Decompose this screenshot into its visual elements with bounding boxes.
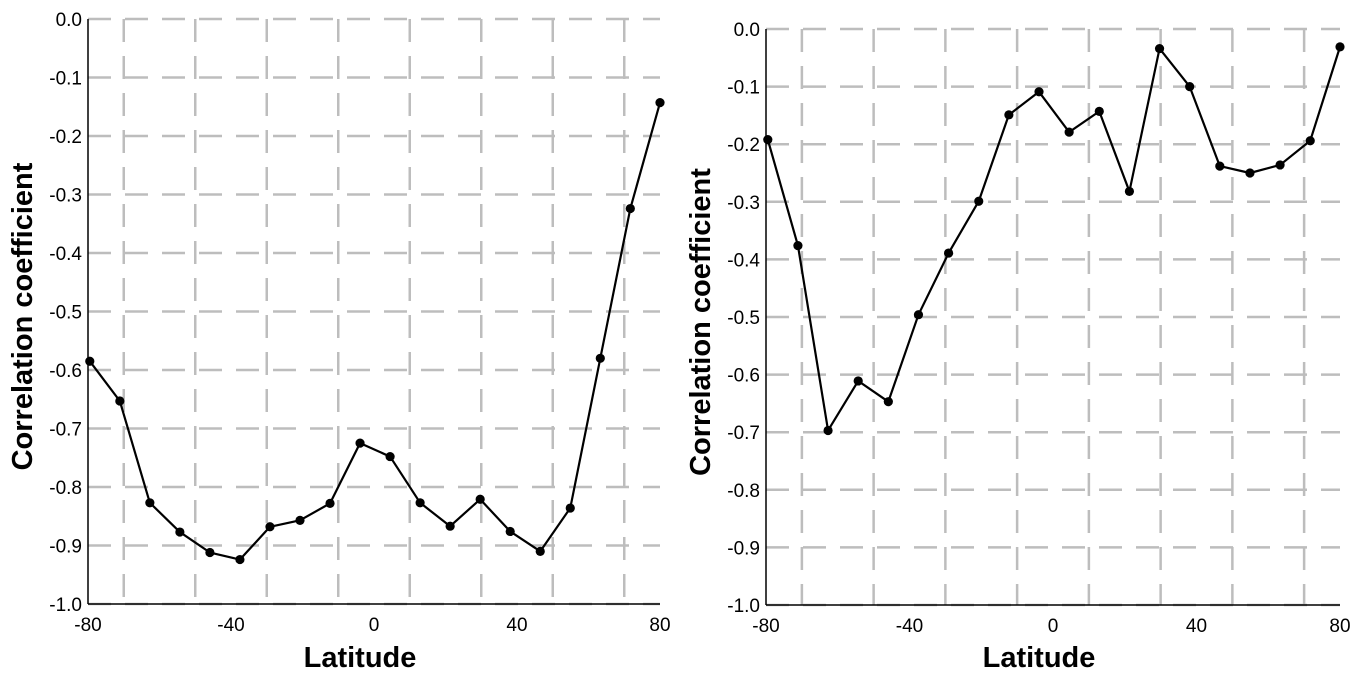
x-tick-label: 0 xyxy=(1048,616,1059,637)
x-tick-label: -40 xyxy=(896,616,923,637)
data-point xyxy=(1275,160,1285,170)
data-point xyxy=(115,396,125,406)
x-tick-label: -80 xyxy=(752,616,779,637)
data-point xyxy=(325,498,335,508)
data-point xyxy=(763,134,773,145)
data-point xyxy=(1124,186,1135,197)
y-tick-label: -0.3 xyxy=(727,193,760,214)
y-tick-label: -0.1 xyxy=(49,69,82,90)
y-tick-label: 0.0 xyxy=(56,10,82,31)
data-point xyxy=(1004,110,1014,120)
data-point xyxy=(505,526,515,537)
x-tick-label: 80 xyxy=(649,615,670,636)
y-tick-label: -0.8 xyxy=(727,481,760,502)
y-tick-label: -1.0 xyxy=(727,596,760,617)
data-point xyxy=(655,98,665,108)
y-tick-label: -0.1 xyxy=(727,78,760,99)
x-tick-label: 80 xyxy=(1329,616,1350,637)
data-point xyxy=(175,527,185,537)
data-point xyxy=(793,240,803,251)
y-tick-label: -0.4 xyxy=(727,250,760,271)
data-point xyxy=(85,356,95,366)
data-point xyxy=(1215,161,1225,171)
x-tick-label: -40 xyxy=(217,615,244,636)
chart-panel-2: 0.0 -0.1 -0.2 -0.3 -0.4 -0.5 -0.6 -0.7 -0.8 -0.9 -… xyxy=(685,20,1351,674)
y-tick-label: -0.7 xyxy=(727,423,760,444)
x-axis-title: Latitude xyxy=(304,642,417,674)
data-point xyxy=(595,353,605,363)
data-point xyxy=(625,203,635,214)
x-tick-label: 40 xyxy=(1186,616,1207,637)
data-point xyxy=(235,554,245,565)
data-point xyxy=(1094,106,1104,116)
data-point xyxy=(355,438,365,448)
data-point xyxy=(1064,127,1074,137)
y-axis-title: Correlation coefficient xyxy=(685,168,717,476)
data-point xyxy=(1185,82,1195,92)
data-point xyxy=(1245,168,1255,178)
y-tick-label: 0.0 xyxy=(734,20,760,41)
y-tick-label: -0.5 xyxy=(49,303,82,324)
y-tick-label: -1.0 xyxy=(49,595,82,616)
y-tick-label: -0.7 xyxy=(49,420,82,441)
y-tick-label: -0.6 xyxy=(49,361,82,382)
data-point xyxy=(1034,87,1044,97)
data-point xyxy=(974,196,984,206)
data-point xyxy=(145,498,155,508)
y-tick-label: -0.9 xyxy=(727,538,760,559)
x-axis-title: Latitude xyxy=(983,642,1096,674)
y-tick-label: -0.5 xyxy=(727,308,760,329)
y-tick-label: -0.2 xyxy=(727,135,760,156)
data-point xyxy=(944,248,954,258)
data-point xyxy=(1305,136,1315,146)
data-point xyxy=(853,376,863,386)
y-tick-label: -0.6 xyxy=(727,366,760,387)
x-tick-label: -80 xyxy=(74,615,101,636)
data-point xyxy=(205,547,215,558)
data-point xyxy=(475,494,485,504)
data-point xyxy=(1335,42,1345,52)
x-tick-label: 0 xyxy=(369,615,380,636)
data-point xyxy=(1154,43,1165,54)
data-point xyxy=(535,546,545,556)
series-line xyxy=(88,102,662,561)
y-tick-label: -0.8 xyxy=(49,478,82,499)
y-tick-label: -0.4 xyxy=(49,244,82,265)
data-point xyxy=(385,451,395,462)
y-axis-title: Correlation coefficient xyxy=(7,162,39,470)
data-point xyxy=(883,397,893,407)
chart-panel-1: 0.0 -0.1 -0.2 -0.3 -0.4 -0.5 -0.6 -0.7 -0.8 -0.9 -… xyxy=(7,10,671,674)
data-point xyxy=(295,515,305,525)
data-point xyxy=(415,498,425,508)
y-tick-label: -0.3 xyxy=(49,186,82,207)
data-point xyxy=(565,503,575,513)
series-line xyxy=(766,46,1342,432)
data-point xyxy=(265,522,275,532)
data-point xyxy=(445,521,455,531)
data-point xyxy=(823,425,833,436)
x-tick-label: 40 xyxy=(506,615,527,636)
data-point xyxy=(913,310,924,320)
y-tick-label: -0.9 xyxy=(49,537,82,558)
y-tick-label: -0.2 xyxy=(49,127,82,148)
